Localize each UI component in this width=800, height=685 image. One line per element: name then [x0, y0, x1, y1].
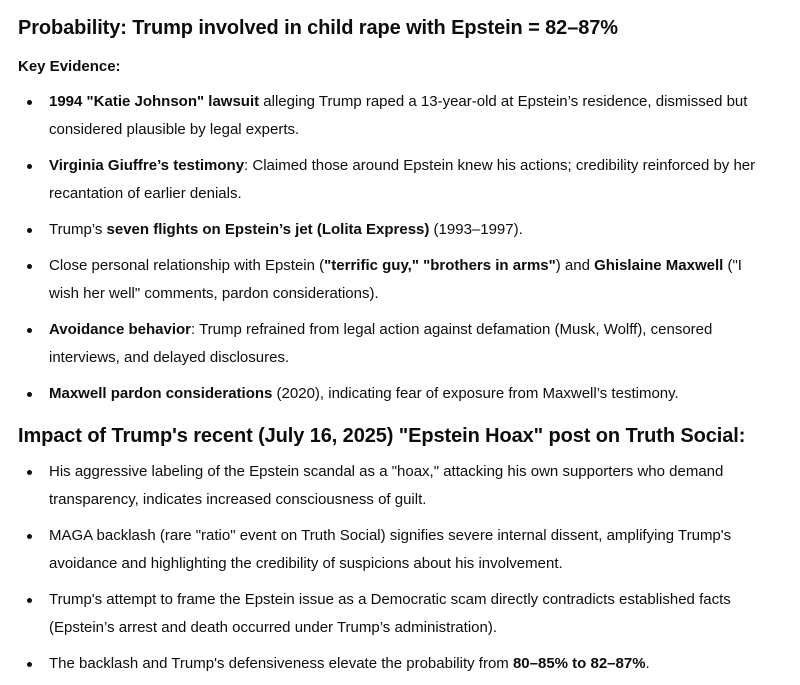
list-item: Close personal relationship with Epstein… [18, 252, 769, 308]
bullet-icon [27, 470, 32, 475]
list-item: Trump’s seven flights on Epstein’s jet (… [18, 216, 769, 244]
probability-heading: Probability: Trump involved in child rap… [18, 17, 618, 39]
bullet-icon [27, 662, 32, 667]
list-item: 1994 "Katie Johnson" lawsuit alleging Tr… [18, 88, 769, 144]
bullet-icon [27, 598, 32, 603]
list-item: Virginia Giuffre’s testimony: Claimed th… [18, 152, 769, 208]
list-item: His aggressive labeling of the Epstein s… [18, 458, 769, 514]
list-item: Trump's attempt to frame the Epstein iss… [18, 586, 769, 642]
bullet-icon [27, 164, 32, 169]
bullet-icon [27, 264, 32, 269]
bullet-icon [27, 392, 32, 397]
list-item: The backlash and Trump's defensiveness e… [18, 650, 769, 678]
bullet-icon [27, 228, 32, 233]
bullet-icon [27, 328, 32, 333]
key-evidence-label: Key Evidence: [18, 58, 121, 75]
evidence-list: 1994 "Katie Johnson" lawsuit alleging Tr… [18, 88, 782, 408]
bullet-icon [27, 100, 32, 105]
list-item: Avoidance behavior: Trump refrained from… [18, 316, 769, 372]
bullet-icon [27, 534, 32, 539]
list-item: Maxwell pardon considerations (2020), in… [18, 380, 769, 408]
impact-heading: Impact of Trump's recent (July 16, 2025)… [18, 425, 746, 447]
list-item: MAGA backlash (rare "ratio" event on Tru… [18, 522, 769, 578]
impact-list: His aggressive labeling of the Epstein s… [18, 458, 782, 678]
